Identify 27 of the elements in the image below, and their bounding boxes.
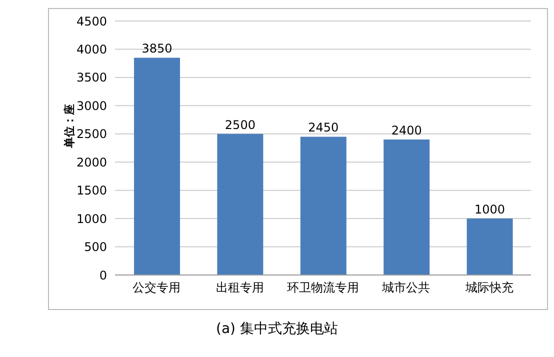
y-tick-label: 0 [99,268,107,282]
data-label: 1000 [474,202,506,217]
x-tick-label: 公交专用 [132,280,181,295]
text: (a) 集中式充换电站 [215,320,339,338]
data-label: 2500 [224,118,256,132]
y-tick-label: 1000 [76,212,107,226]
y-tick-label: 4500 [76,14,107,28]
y-tick-label: 2000 [76,155,107,170]
x-tick-label: 环卫物流专用 [287,280,359,295]
y-tick-label: 4000 [76,42,107,56]
x-tick-label: 城市公共 [381,280,430,295]
bar [300,136,346,275]
data-label: 2400 [391,124,422,138]
y-tick-label: 1500 [76,184,107,198]
y-tick-label: 500 [84,240,107,254]
x-tick-label: 城际快充 [464,280,514,295]
y-tick-label: 3500 [76,70,107,85]
bar [384,140,430,275]
y-tick-label: 3000 [76,98,107,113]
data-label: 3850 [142,42,172,56]
x-tick-label: 出租专用 [216,280,264,295]
y-tick-label: 2500 [76,127,107,142]
y-axis-title: 单位：座 [62,104,76,149]
bar [217,134,264,275]
bar [134,58,180,275]
bar [466,218,513,275]
data-label: 2450 [308,120,339,135]
